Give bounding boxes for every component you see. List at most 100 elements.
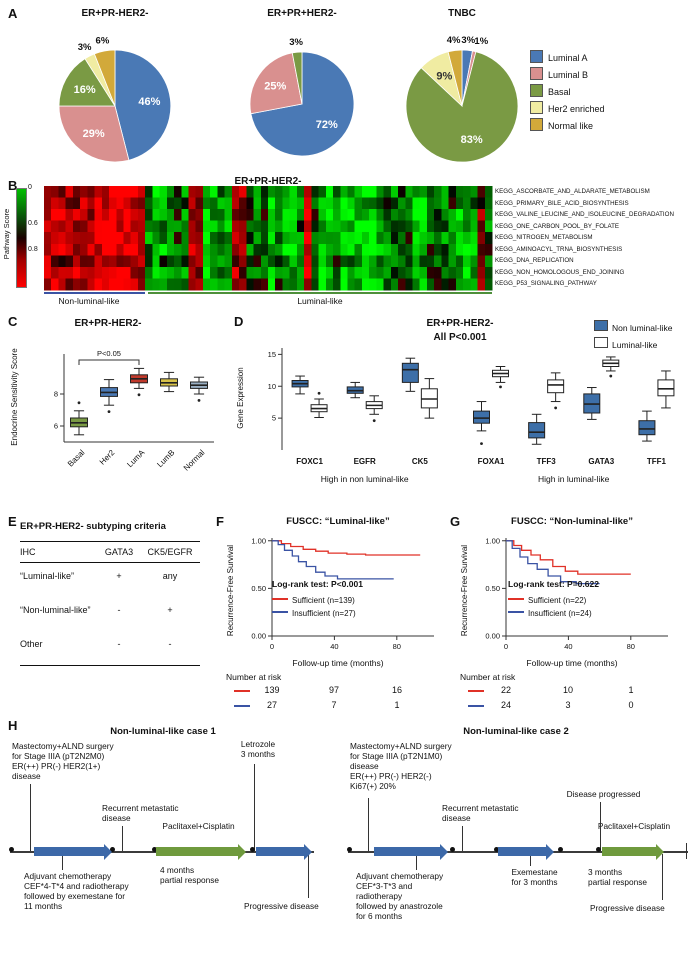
heatmap-row-label: KEGG_ASCORBATE_AND_ALDARATE_METABOLISM (495, 188, 650, 195)
svg-text:0.50: 0.50 (251, 584, 266, 593)
blue-line-swatch (272, 611, 288, 613)
ess-boxplot: 6 8 Basal Her2 LumA LumB Normal P<0.05 (54, 349, 214, 473)
case-2-recurrent-text: Recurrent metastatic disease (442, 803, 519, 823)
gata3-value: + (116, 571, 122, 581)
legend-item: Basal (530, 84, 605, 97)
group-label-luminal: Luminal-like (297, 296, 343, 306)
pathway-score-label: Pathway Score (2, 208, 11, 260)
timeline-dot (110, 847, 115, 852)
panel-d-label: D (234, 314, 244, 329)
connector-line (62, 854, 63, 870)
group-label-nonluminal: Non-luminal-like (58, 296, 120, 306)
connector-line (662, 854, 663, 900)
gata3-value: - (117, 639, 121, 649)
row-label: Other (20, 639, 43, 649)
timeline-dot (152, 847, 157, 852)
legend-label: Luminal A (548, 53, 588, 63)
legend-swatch-normal (530, 118, 543, 131)
table-row-luminal: “Luminal-like” + any (20, 563, 200, 597)
km-ylabel-g: Recurrence-Free Survival (460, 544, 469, 637)
km-legend-sufficient-g: Sufficient (n=22) (508, 596, 586, 605)
table-title: ER+PR-HER2- subtyping criteria (20, 521, 166, 532)
risk-value: 10 (562, 685, 574, 695)
risk-row-insufficient-g: 24 3 0 (468, 700, 672, 714)
red-line-swatch (508, 598, 524, 600)
connector-line (600, 802, 601, 851)
svg-text:8: 8 (54, 390, 58, 399)
pie-chart-tnbc: 3% 1% 83% 9% 4% (405, 35, 519, 163)
legend-item-nonluminal: Non luminal-like (594, 320, 672, 333)
pie-title-1: ER+PR-HER2- (81, 8, 149, 19)
timeline-dot (450, 847, 455, 852)
risk-label-f: Number at risk (226, 672, 282, 682)
case-2-surgery-text: Mastectomy+ALND surgery for Stage IIIA (… (350, 741, 452, 791)
connector-line (530, 854, 531, 866)
legend-label: Sufficient (n=22) (528, 596, 587, 605)
risk-value: 16 (391, 685, 403, 695)
blue-line-swatch (234, 705, 250, 707)
legend-label: Sufficient (n=139) (292, 596, 355, 605)
case-1-adjuvant-text: Adjuvant chemotherapy CEF*4-T*4 and radi… (24, 871, 129, 911)
panel-f-label: F (216, 514, 224, 529)
pathway-heatmap (44, 186, 493, 291)
panel-c-label: C (8, 314, 18, 329)
case-2-exemestane-text: Exemestane for 3 months (511, 867, 558, 887)
pie-chart-er-pr-her2pos: 72% 25% 3% (249, 37, 355, 157)
svg-text:TFF3: TFF3 (537, 457, 557, 466)
panel-h-label: H (8, 718, 18, 733)
case-2-adjuvant-text: Adjuvant chemotherapy CEF*3-T*3 and radi… (356, 871, 444, 921)
pie-chart-er-pr-her2neg: 46% 29% 16% 3% 6% (58, 36, 172, 163)
chemo-arrow (602, 843, 664, 860)
heatmap-title: ER+PR-HER2- (234, 176, 302, 187)
svg-text:0.00: 0.00 (251, 632, 266, 641)
km-title-luminal: FUSCC: “Luminal-like” (286, 516, 390, 527)
case-2-progressed-text: Disease progressed (566, 789, 641, 799)
case-1-progressive-text: Progressive disease (244, 901, 319, 911)
heatmap-row-labels: KEGG_ASCORBATE_AND_ALDARATE_METABOLISM K… (495, 186, 674, 290)
svg-text:25%: 25% (264, 80, 286, 92)
legend-label: Basal (548, 87, 571, 97)
case-1-title: Non-luminal-like case 1 (110, 726, 216, 737)
svg-text:Her2: Her2 (98, 448, 117, 467)
svg-text:1.00: 1.00 (251, 536, 266, 545)
km-plot-luminal: 1.00 0.50 0.00 0 40 80 (251, 536, 434, 651)
group-underline-luminal (148, 292, 492, 294)
case-2-title: Non-luminal-like case 2 (463, 726, 569, 737)
timeline-dot (494, 847, 499, 852)
heatmap-row-label: KEGG_P53_SIGNALING_PATHWAY (495, 280, 597, 288)
adjuvant-therapy-arrow (34, 843, 112, 860)
svg-text:5: 5 (272, 414, 276, 423)
risk-value: 7 (331, 700, 337, 710)
colorbar-tick: 0.6 (28, 220, 38, 227)
gene-legend: Non luminal-like Luminal-like (594, 320, 672, 354)
case-1-recurrent-text: Recurrent metastatic disease (102, 803, 179, 823)
risk-value: 1 (628, 685, 634, 695)
svg-text:40: 40 (330, 642, 338, 651)
row-label: “Non-luminal-like” (20, 605, 91, 615)
exemestane-arrow (498, 843, 554, 860)
red-line-swatch (234, 690, 250, 692)
svg-text:High in luminal-like: High in luminal-like (538, 474, 610, 484)
ess-ylabel: Endocrine Sensitivity Score (10, 348, 19, 446)
case-1-chemo-label: Paclitaxel+Cisplatin (162, 821, 235, 831)
red-line-swatch (468, 690, 484, 692)
pie-legend: Luminal A Luminal B Basal Her2 enriched … (530, 50, 605, 135)
connector-line (254, 764, 255, 851)
svg-text:40: 40 (564, 642, 572, 651)
table-row-nonluminal: “Non-luminal-like” - + (20, 597, 200, 631)
panel-a-label: A (8, 6, 18, 21)
gene-ylabel: Gene Expression (236, 367, 245, 429)
svg-text:EGFR: EGFR (354, 457, 376, 466)
connector-line (416, 854, 417, 870)
risk-value: 1 (394, 700, 400, 710)
ess-title: ER+PR-HER2- (74, 318, 142, 329)
case-2-timeline: Non-luminal-like case 2 Mastectomy+ALND … (346, 726, 693, 968)
svg-text:FOXA1: FOXA1 (478, 457, 505, 466)
risk-value: 139 (264, 685, 280, 695)
svg-text:High in non luminal-like: High in non luminal-like (321, 474, 409, 484)
svg-text:80: 80 (627, 642, 635, 651)
colorbar (16, 188, 27, 288)
svg-text:0.00: 0.00 (485, 632, 500, 641)
legend-item: Normal like (530, 118, 605, 131)
